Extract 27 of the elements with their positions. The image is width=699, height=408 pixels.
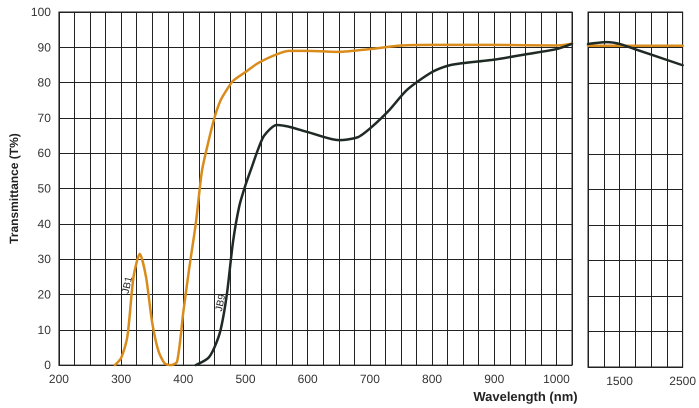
line-series [114,42,574,366]
x-tick-label: 200 [48,372,70,386]
y-tick-label: 80 [38,76,52,90]
x-tick-label: 500 [235,372,256,386]
y-tick-label: 40 [38,216,52,231]
x-tick-label: 400 [173,372,194,386]
y-axis-title: Transmittance (T%) [7,133,21,244]
y-tick-label: 100 [30,5,52,19]
text: JB1 [120,275,136,295]
y-tick-label: 30 [38,252,52,266]
y-tick-label: 70 [38,110,52,125]
text: JB9 [214,292,228,312]
x-axis-title: Wavelength (nm) [473,389,578,404]
x-tick-label: 300 [111,372,132,386]
y-tick-label: 50 [38,182,52,196]
y-tick-label: 20 [38,287,52,302]
y-tick-label: 90 [38,40,52,54]
x-tick-label: 2500 [669,374,696,388]
x-tick-label: 1000 [543,372,570,386]
x-tick-label: 700 [360,372,380,386]
y-tick-label: 10 [38,322,52,337]
y-tick-label: 0 [44,358,52,372]
x-tick-label: 1500 [606,374,634,388]
x-tick-label: 900 [484,372,505,386]
x-tick-label: 800 [422,372,442,386]
x-tick-label: 600 [298,372,318,386]
y-tick-label: 60 [38,146,52,160]
